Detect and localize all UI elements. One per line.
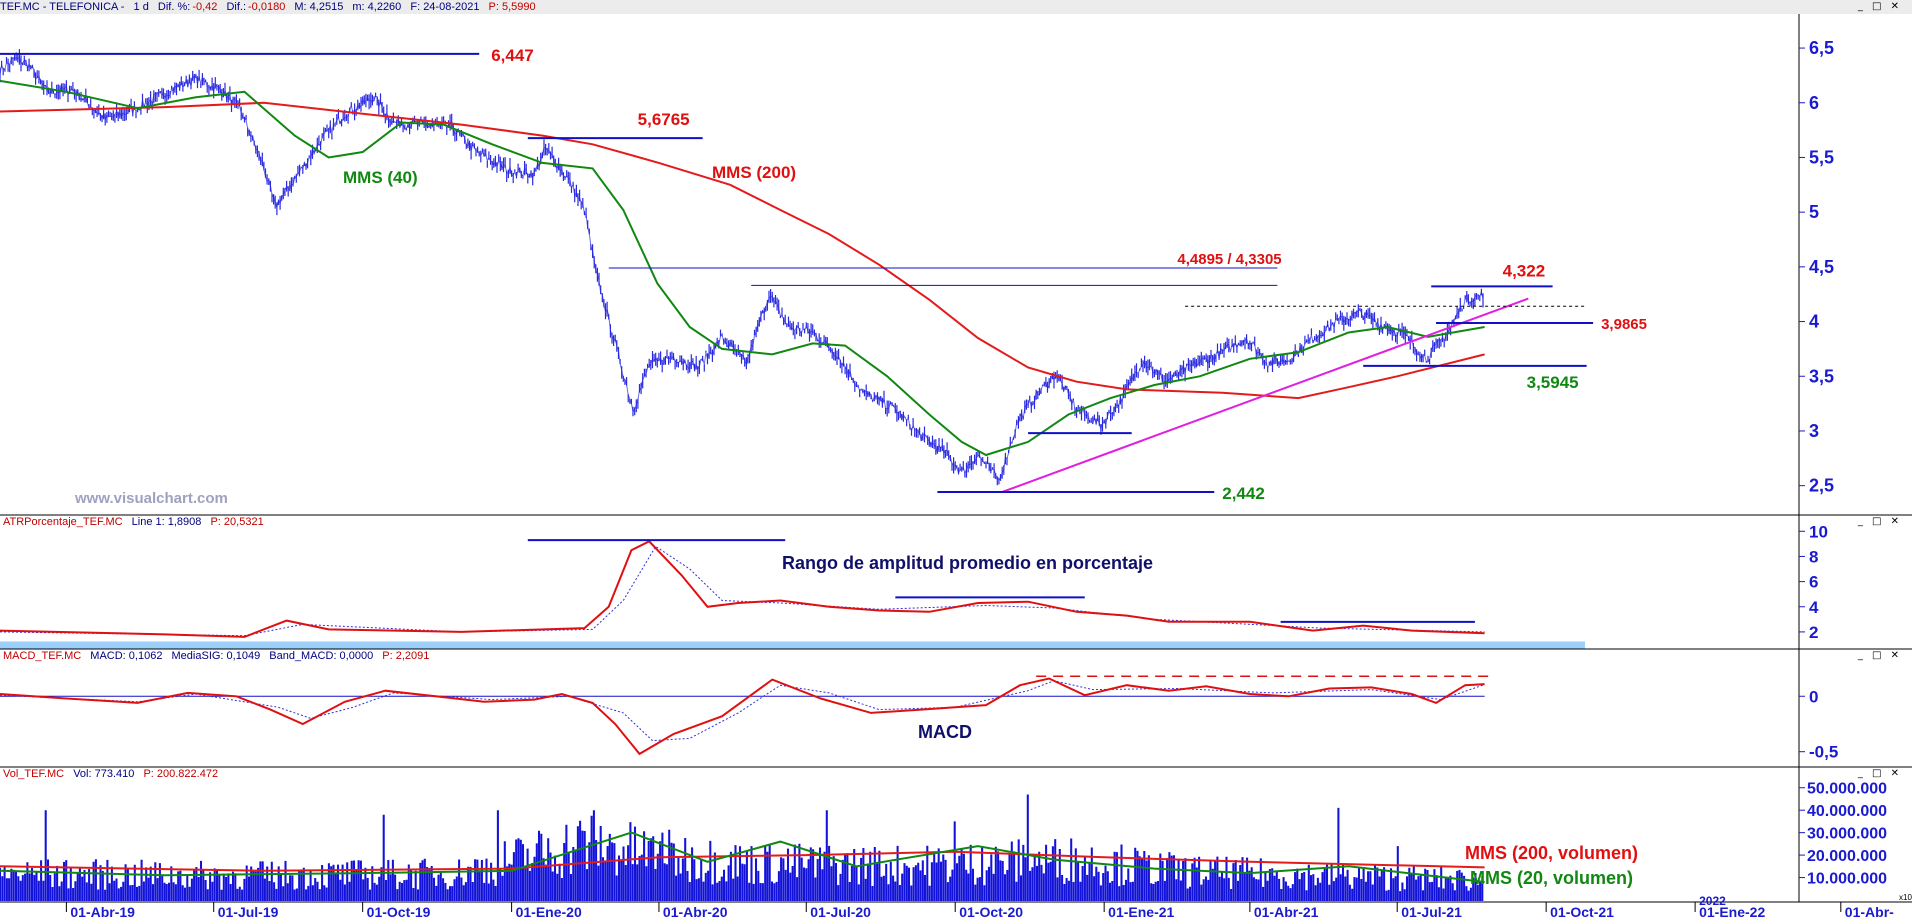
y-tick-label: -0,5 — [1809, 743, 1838, 762]
x-tick-label: 01-Ene-20 — [516, 904, 582, 920]
y-tick-label: 20.000.000 — [1807, 848, 1887, 865]
price-line — [0, 56, 1484, 481]
vol-window-buttons[interactable]: _ □ ✕ — [1857, 768, 1902, 779]
dif-label: Dif.: — [226, 1, 247, 13]
level-label: 6,447 — [491, 46, 534, 65]
vol-sma200-line — [0, 850, 1485, 872]
atr-panel-header: ATRPorcentaje_TEF.MC Line 1: 1,8908 P: 2… — [3, 515, 1912, 529]
x-tick-label: 01-Ene-21 — [1108, 904, 1174, 920]
x-tick-label: 01-Abr-19 — [70, 904, 135, 920]
atr-line — [0, 540, 1485, 638]
sma40-annotation: MMS (40) — [343, 168, 418, 187]
x-tick-label: 01-Jul-21 — [1401, 904, 1462, 920]
x-tick-label: 01-Oct-20 — [959, 904, 1023, 920]
level-label: 4,322 — [1503, 261, 1546, 280]
y-tick-label: 10.000.000 — [1807, 871, 1887, 888]
level-label: 5,6765 — [638, 110, 690, 129]
dif-pct-value: -0,42 — [192, 1, 218, 13]
level-label: 3,5945 — [1527, 373, 1579, 392]
y-tick-label: 4,5 — [1809, 257, 1834, 277]
y-tick-label: 5 — [1809, 202, 1819, 222]
y-tick-label: 5,5 — [1809, 147, 1834, 167]
p-value: P: 5,5990 — [488, 1, 536, 13]
y-tick-label: 3 — [1809, 421, 1819, 441]
dif-value: -0,0180 — [248, 1, 286, 13]
sma40-line — [0, 79, 1485, 457]
atr-line-value: Line 1: 1,8908 — [131, 516, 202, 528]
x-tick-label: 01-Jul-19 — [218, 904, 279, 920]
y-tick-label: 6,5 — [1809, 38, 1834, 58]
period-label: 1 d — [133, 1, 149, 13]
y-tick-label: 0 — [1809, 687, 1818, 706]
trend-line — [1001, 297, 1529, 493]
x-tick-label: 01-Oct-19 — [367, 904, 431, 920]
atr-name: ATRPorcentaje_TEF.MC — [3, 516, 123, 528]
min-value: m: 4,2260 — [352, 1, 402, 13]
y-tick-label: 6 — [1809, 93, 1819, 113]
macd-title: MACD — [918, 722, 972, 742]
x-tick-label: 01-Abr- — [1845, 904, 1894, 920]
macd-value: MACD: 0,1062 — [90, 650, 163, 662]
x-tick-label: 01-Abr-21 — [1254, 904, 1319, 920]
vol-sma200-annotation: MMS (200, volumen) — [1465, 843, 1638, 863]
sma200-annotation: MMS (200) — [712, 163, 796, 182]
atr-band — [0, 641, 1586, 649]
corner-label: x10 — [1899, 893, 1912, 902]
atr-signal-line — [0, 545, 1485, 637]
y-tick-label: 2,5 — [1809, 476, 1834, 496]
vol-sma20-annotation: MMS (20, volumen) — [1470, 868, 1633, 888]
level-label: 3,9865 — [1601, 316, 1647, 333]
y-tick-label: 2 — [1809, 623, 1818, 642]
vol-sma20-line — [0, 831, 1485, 883]
y-tick-label: 50.000.000 — [1807, 781, 1887, 798]
atr-window-buttons[interactable]: _ □ ✕ — [1857, 516, 1902, 527]
watermark: www.visualchart.com — [74, 490, 228, 507]
macd-p-value: P: 2,2091 — [382, 650, 430, 662]
level-label: 4,4895 / 4,3305 — [1177, 251, 1281, 268]
symbol-label: TEF.MC - TELEFONICA - — [0, 1, 125, 13]
y-tick-label: 40.000.000 — [1807, 803, 1887, 820]
x-tick-label: 01-Abr-20 — [663, 904, 728, 920]
vol-p-value: P: 200.822.472 — [143, 768, 219, 780]
macd-band-value: Band_MACD: 0,0000 — [269, 650, 374, 662]
price-panel-header: TEF.MC - TELEFONICA - 1 d Dif. %: -0,42 D… — [0, 0, 1912, 14]
dif-pct-label: Dif. %: — [157, 1, 191, 13]
date-value: F: 24-08-2021 — [410, 1, 480, 13]
macd-sig-value: MediaSIG: 0,1049 — [171, 650, 261, 662]
vol-value: Vol: 773.410 — [73, 768, 135, 780]
y-tick-label: 10 — [1809, 522, 1828, 541]
y-tick-label: 4 — [1809, 312, 1819, 332]
y-tick-label: 8 — [1809, 547, 1818, 566]
year-label: 2022 — [1699, 894, 1726, 908]
sma200-line — [0, 101, 1485, 400]
macd-window-buttons[interactable]: _ □ ✕ — [1857, 650, 1902, 661]
atr-title: Rango de amplitud promedio en porcentaje — [782, 553, 1153, 573]
macd-panel-header: MACD_TEF.MC MACD: 0,1062 MediaSIG: 0,104… — [3, 649, 1912, 663]
volume-bars — [0, 794, 1484, 901]
macd-name: MACD_TEF.MC — [3, 650, 82, 662]
x-tick-label: 01-Oct-21 — [1550, 904, 1614, 920]
x-tick-label: 01-Ene-22 — [1699, 904, 1765, 920]
y-tick-label: 4 — [1809, 598, 1819, 617]
window-buttons[interactable]: _ □ ✕ — [1857, 1, 1902, 12]
macd-signal-line — [0, 680, 1485, 742]
y-tick-label: 3,5 — [1809, 366, 1834, 386]
volume-panel-header: Vol_TEF.MC Vol: 773.410 P: 200.822.472 _… — [3, 767, 1912, 781]
macd-line — [0, 677, 1485, 756]
level-label: 2,442 — [1222, 484, 1265, 503]
max-value: M: 4,2515 — [294, 1, 344, 13]
y-tick-label: 6 — [1809, 573, 1818, 592]
y-tick-label: 30.000.000 — [1807, 826, 1887, 843]
x-tick-label: 01-Jul-20 — [810, 904, 871, 920]
vol-name: Vol_TEF.MC — [3, 768, 65, 780]
atr-p-value: P: 20,5321 — [210, 516, 264, 528]
